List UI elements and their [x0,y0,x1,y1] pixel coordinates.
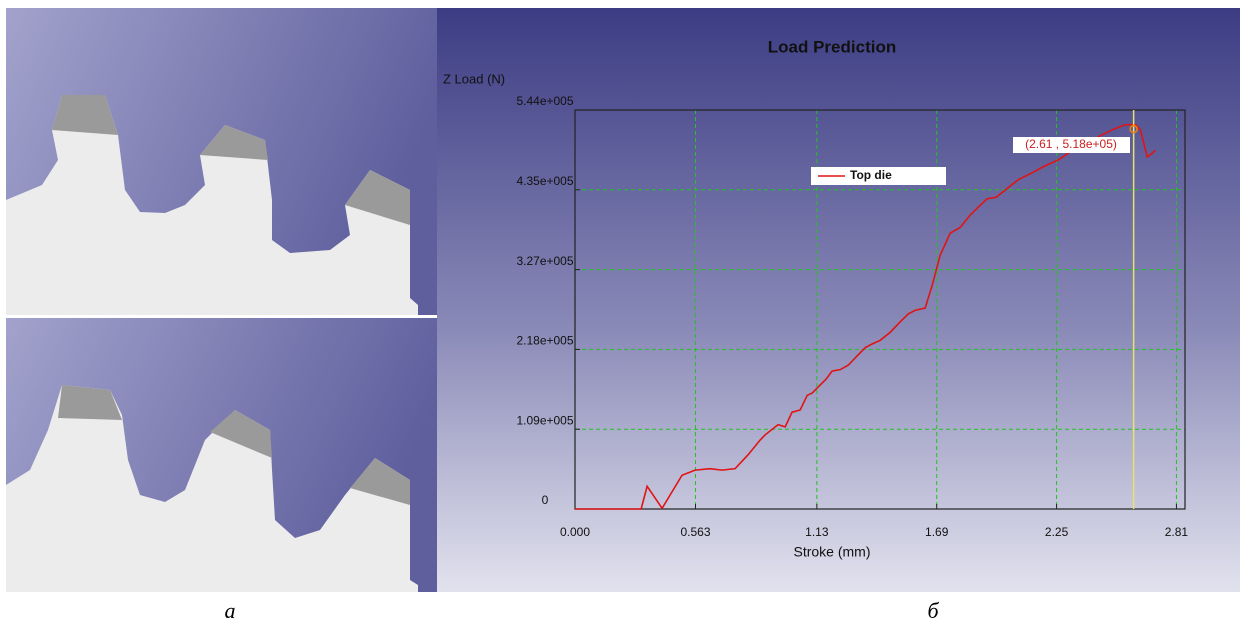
y-tick-label: 4.35e+005 [516,174,573,188]
y-tick-label: 2.18e+005 [516,334,573,348]
y-tick-label: 0 [542,493,549,507]
y-tick-label: 3.27e+005 [516,254,573,268]
figure: Load Prediction Z Load (N) Stroke (mm) а… [0,0,1242,632]
x-tick-label: 2.25 [1045,525,1069,539]
chart-title: Load Prediction [768,37,896,56]
x-axis-label: Stroke (mm) [794,544,871,560]
x-tick-label: 2.81 [1165,525,1189,539]
cursor-label: (2.61 , 5.18e+05) [1025,137,1117,151]
y-axis-label: Z Load (N) [443,71,505,86]
y-tick-label: 5.44e+005 [516,94,573,108]
gear-image-bottom [6,318,437,592]
panel-label: а [225,598,236,623]
legend: Top die [812,168,945,184]
panel-label: б [927,598,939,623]
x-tick-label: 0.000 [560,525,590,539]
legend-label: Top die [850,168,892,182]
page: {"chart_data": {"type": "line", "title":… [0,0,1242,632]
y-tick-label: 1.09e+005 [516,413,573,427]
x-tick-label: 1.13 [805,525,829,539]
x-tick-label: 1.69 [925,525,949,539]
gear-image-top [6,8,437,315]
x-tick-label: 0.563 [680,525,710,539]
